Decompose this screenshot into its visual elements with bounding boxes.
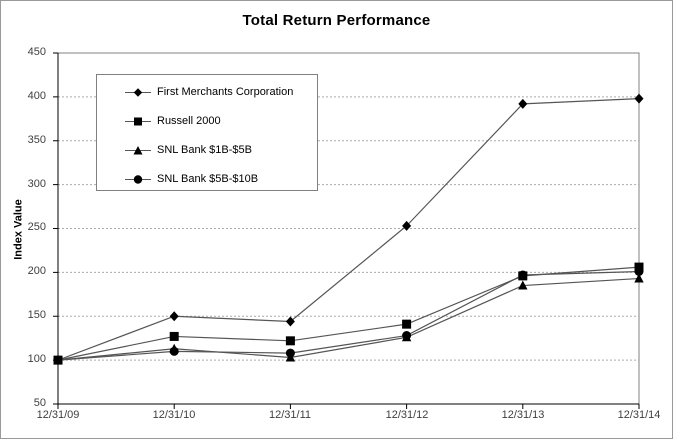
y-tick-label: 250 [27,221,46,233]
y-tick-label: 450 [27,46,46,58]
y-tick-label: 50 [33,397,46,409]
circle-marker-icon [125,174,151,184]
x-tick-label: 12/31/09 [36,409,80,421]
legend-item-snl-bank-5b-10b: SNL Bank $5B-$10B [125,173,258,185]
x-tick-label: 12/31/10 [152,409,196,421]
legend: First Merchants Corporation Russell 2000… [96,74,318,191]
x-tick-label: 12/31/14 [617,409,661,421]
y-tick-label: 100 [27,353,46,365]
legend-item-first-merchants: First Merchants Corporation [125,86,293,98]
legend-label: SNL Bank $1B-$5B [157,144,252,156]
y-tick-label: 300 [27,178,46,190]
x-tick-label: 12/31/11 [268,409,311,421]
triangle-marker-icon [125,145,151,154]
legend-item-russell-2000: Russell 2000 [125,115,221,127]
x-tick-label: 12/31/13 [501,409,545,421]
legend-label: First Merchants Corporation [157,86,294,98]
y-tick-label: 350 [27,134,46,146]
x-tick-label: 12/31/12 [385,409,429,421]
legend-item-snl-bank-1b-5b: SNL Bank $1B-$5B [125,144,252,156]
legend-label: SNL Bank $5B-$10B [157,173,259,185]
diamond-marker-icon [125,87,151,97]
y-tick-label: 150 [27,309,46,321]
legend-label: Russell 2000 [157,115,221,127]
square-marker-icon [125,117,151,125]
y-tick-label: 400 [27,90,46,102]
chart-title: Total Return Performance [242,12,431,29]
y-tick-label: 200 [27,265,46,277]
